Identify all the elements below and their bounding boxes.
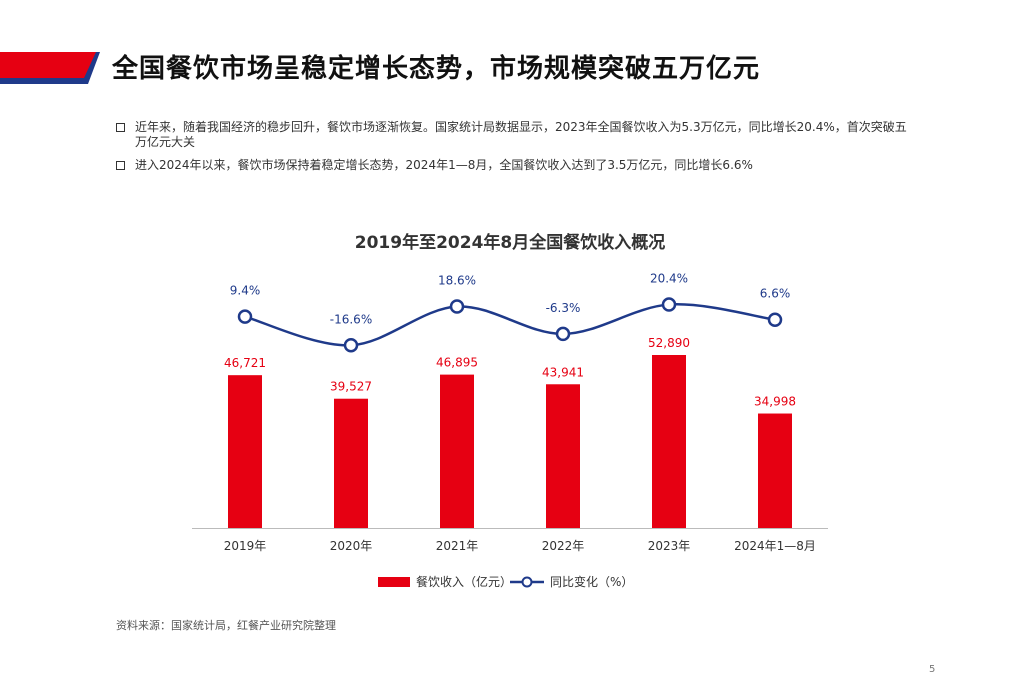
source-note: 资料来源：国家统计局，红餐产业研究院整理 — [116, 619, 336, 632]
yoy-point — [555, 326, 571, 342]
page-number: 5 — [929, 664, 936, 675]
revenue-bar — [546, 384, 580, 528]
yoy-point — [661, 297, 677, 312]
bullet-text: 近年来，随着我国经济的稳步回升，餐饮市场逐渐恢复。国家统计局数据显示，2023年… — [135, 120, 907, 149]
revenue-bar — [440, 374, 474, 528]
square-bullet-icon — [116, 161, 125, 170]
bar-value-label: 43,941 — [542, 365, 584, 379]
yoy-point — [237, 309, 253, 324]
bullet-text: 进入2024年以来，餐饮市场保持着稳定增长态势，2024年1—8月，全国餐饮收入… — [135, 158, 753, 172]
bullet-list: 近年来，随着我国经济的稳步回升，餐饮市场逐渐恢复。国家统计局数据显示，2023年… — [116, 120, 916, 181]
yoy-point — [767, 312, 783, 327]
x-tick-label: 2024年1—8月 — [734, 539, 816, 553]
x-tick-label: 2020年 — [330, 539, 373, 553]
yoy-point — [343, 338, 359, 353]
title-banner — [0, 52, 100, 84]
chart-title: 2019年至2024年8月全国餐饮收入概况 — [354, 233, 666, 253]
revenue-bar — [652, 355, 686, 528]
x-tick-label: 2019年 — [224, 539, 267, 553]
bar-value-label: 52,890 — [648, 336, 690, 350]
bar-value-label: 39,527 — [330, 380, 372, 394]
legend-label-revenue: 餐饮收入（亿元） — [416, 574, 512, 589]
bullet-item: 进入2024年以来，餐饮市场保持着稳定增长态势，2024年1—8月，全国餐饮收入… — [116, 158, 916, 173]
bullet-item: 近年来，随着我国经济的稳步回升，餐饮市场逐渐恢复。国家统计局数据显示，2023年… — [116, 120, 916, 150]
yoy-value-label: 9.4% — [230, 284, 261, 298]
yoy-value-label: 6.6% — [760, 287, 791, 301]
x-tick-label: 2023年 — [648, 539, 691, 553]
revenue-bar — [228, 375, 262, 528]
square-bullet-icon — [116, 123, 125, 132]
revenue-bar — [334, 398, 368, 528]
legend-marker-yoy — [521, 576, 533, 588]
bar-value-label: 34,998 — [754, 395, 796, 409]
x-tick-label: 2022年 — [542, 539, 585, 553]
yoy-value-label: 18.6% — [438, 274, 476, 288]
yoy-value-label: -16.6% — [330, 312, 372, 326]
page-title: 全国餐饮市场呈稳定增长态势，市场规模突破五万亿元 — [112, 54, 761, 84]
yoy-value-label: -6.3% — [546, 301, 581, 315]
legend-swatch-revenue — [378, 577, 410, 587]
legend-label-yoy: 同比变化（%） — [550, 574, 633, 589]
revenue-bar — [758, 413, 792, 528]
yoy-point — [449, 299, 465, 314]
bar-value-label: 46,721 — [224, 356, 266, 370]
bar-value-label: 46,895 — [436, 356, 478, 370]
yoy-value-label: 20.4% — [650, 272, 688, 286]
x-tick-label: 2021年 — [436, 539, 479, 553]
yoy-change-line — [244, 303, 776, 347]
